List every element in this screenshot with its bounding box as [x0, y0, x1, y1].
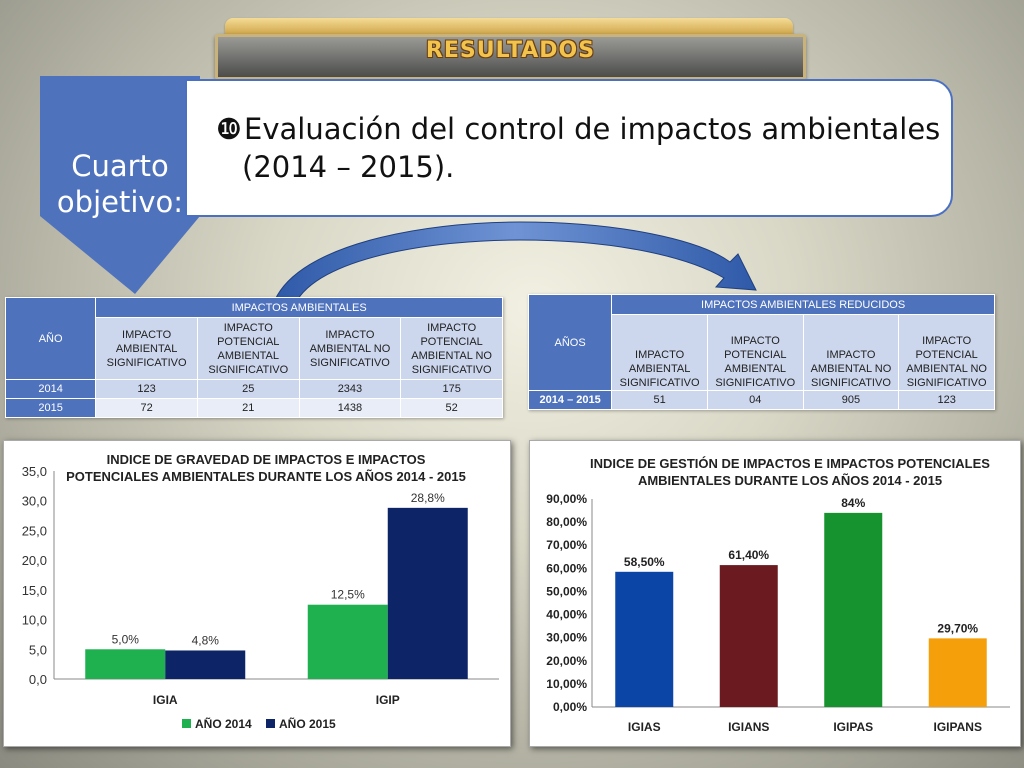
y-tick-label: 60,00%	[546, 561, 587, 575]
chart-title-line1: INDICE DE GESTIÓN DE IMPACTOS E IMPACTOS…	[590, 456, 990, 471]
category-label: IGIANS	[728, 720, 769, 734]
category-label: IGIPAS	[833, 720, 873, 734]
chart-title: INDICE DE GRAVEDAD DE IMPACTOS E IMPACTO…	[56, 451, 476, 485]
table-cell: 04	[706, 390, 804, 410]
table-cell: 52	[400, 398, 503, 418]
y-tick-label: 10,0	[22, 613, 47, 628]
bar	[719, 565, 778, 707]
y-tick-label: 5,0	[29, 642, 47, 657]
table-row: 2014 123 25 2343 175	[4, 379, 503, 399]
management-index-chart: 0,00% 10,00% 20,00% 30,00% 40,00% 50,00% 60,00…	[546, 492, 1010, 734]
y-tick-label: 20,0	[22, 553, 47, 568]
table-cell: 72	[95, 398, 198, 418]
table-group-header: IMPACTOS AMBIENTALES	[95, 297, 503, 318]
data-label: 4,8%	[192, 633, 220, 647]
table-cell: 21	[196, 398, 300, 418]
y-tick-label: 0,0	[29, 672, 47, 687]
table-header-year: AÑO	[4, 297, 97, 380]
y-tick-label: 80,00%	[546, 515, 587, 529]
objective-label: Cuarto objetivo:	[40, 148, 200, 220]
table-cell: 123	[898, 390, 995, 410]
bar	[615, 571, 674, 707]
y-tick-label: 0,00%	[553, 700, 587, 714]
category-label: IGIAS	[628, 720, 661, 734]
y-tick-label: 15,0	[22, 583, 47, 598]
y-tick-label: 90,00%	[546, 492, 587, 506]
bar	[387, 507, 468, 679]
bar	[824, 512, 883, 707]
gravity-index-chart: 0,0 5,0 10,0 15,0 20,0 25,0 30,0 35,0 5,0% 4,8% IG…	[22, 464, 499, 731]
objective-label-line1: Cuarto	[71, 149, 169, 183]
legend-swatch	[182, 719, 191, 728]
chart-title-line2: AMBIENTALES DURANTE LOS AÑOS 2014 - 2015	[637, 473, 943, 488]
table-cell: 123	[95, 379, 198, 399]
data-label: 12,5%	[331, 588, 365, 602]
y-tick-label: 10,00%	[546, 677, 587, 691]
table-cell-year: 2015	[4, 398, 97, 418]
category-label: IGIPANS	[934, 720, 982, 734]
table-col-header: IMPACTO AMBIENTAL SIGNIFICATIVO	[95, 317, 198, 380]
table-cell: 25	[196, 379, 300, 399]
legend-swatch	[266, 719, 275, 728]
y-tick-label: 70,00%	[546, 538, 587, 552]
table-col-header: IMPACTO POTENCIAL AMBIENTAL NO SIGNIFICA…	[898, 314, 995, 391]
y-tick-label: 40,00%	[546, 608, 587, 622]
y-tick-label: 30,00%	[546, 631, 587, 645]
table-row: 2014 – 2015 51 04 905 123	[527, 390, 995, 410]
y-tick-label: 20,00%	[546, 654, 587, 668]
bar	[928, 638, 987, 707]
category-label: IGIP	[376, 693, 400, 707]
category-label: IGIA	[153, 693, 178, 707]
table-col-header: IMPACTO POTENCIAL AMBIENTAL SIGNIFICATIV…	[196, 317, 300, 380]
objective-chevron	[40, 76, 200, 294]
table-row: 2015 72 21 1438 52	[4, 398, 503, 418]
legend-label: AÑO 2014	[195, 716, 252, 731]
bar	[165, 650, 246, 679]
table-cell-year: 2014	[4, 379, 97, 399]
bar	[307, 604, 388, 679]
data-label: 28,8%	[411, 491, 445, 505]
table-group-header: IMPACTOS AMBIENTALES REDUCIDOS	[611, 294, 995, 315]
legend-label: AÑO 2015	[279, 716, 336, 731]
objective-text: ❿Evaluación del control de impactos ambi…	[216, 110, 946, 186]
impacts-table: AÑO IMPACTOS AMBIENTALES IMPACTO AMBIENT…	[4, 297, 503, 418]
objective-text-line1: Evaluación del control de impactos ambie…	[244, 112, 941, 146]
data-label: 29,70%	[937, 621, 978, 635]
table-cell: 175	[400, 379, 503, 399]
table-cell-year: 2014 – 2015	[527, 390, 613, 410]
management-index-chart-panel: INDICE DE GESTIÓN DE IMPACTOS E IMPACTOS…	[529, 440, 1021, 747]
banner-scroll	[225, 18, 793, 38]
y-tick-label: 25,0	[22, 523, 47, 538]
table-header-year: AÑOS	[527, 294, 613, 391]
table-cell: 1438	[298, 398, 402, 418]
y-tick-label: 30,0	[22, 494, 47, 509]
table-col-header: IMPACTO POTENCIAL AMBIENTAL NO SIGNIFICA…	[400, 317, 503, 380]
data-label: 5,0%	[112, 632, 140, 646]
reduced-impacts-table: AÑOS IMPACTOS AMBIENTALES REDUCIDOS IMPA…	[527, 294, 995, 410]
objective-text-line2: (2014 – 2015).	[242, 150, 455, 184]
bar	[85, 649, 166, 679]
banner-bar	[215, 34, 806, 80]
number-ten-icon: ❿	[216, 112, 242, 146]
data-label: 61,40%	[728, 548, 769, 562]
table-cell: 2343	[298, 379, 402, 399]
table-col-header: IMPACTO AMBIENTAL SIGNIFICATIVO	[611, 314, 708, 391]
y-tick-label: 50,00%	[546, 584, 587, 598]
banner-title: RESULTADOS	[425, 38, 596, 63]
table-col-header: IMPACTO POTENCIAL AMBIENTAL SIGNIFICATIV…	[706, 314, 804, 391]
objective-label-line2: objetivo:	[56, 185, 184, 219]
objective-box	[185, 79, 953, 217]
table-col-header: IMPACTO AMBIENTAL NO SIGNIFICATIVO	[298, 317, 402, 380]
gravity-index-chart-panel: INDICE DE GRAVEDAD DE IMPACTOS E IMPACTO…	[3, 440, 511, 747]
chart-title-line1: INDICE DE GRAVEDAD DE IMPACTOS E IMPACTO…	[106, 452, 426, 467]
table-col-header: IMPACTO AMBIENTAL NO SIGNIFICATIVO	[802, 314, 900, 391]
table-cell: 905	[802, 390, 900, 410]
data-label: 58,50%	[624, 555, 665, 569]
y-tick-label: 35,0	[22, 464, 47, 479]
chart-title-line2: POTENCIALES AMBIENTALES DURANTE LOS AÑOS…	[66, 469, 466, 484]
table-cell: 51	[611, 390, 708, 410]
chart-title: INDICE DE GESTIÓN DE IMPACTOS E IMPACTOS…	[585, 455, 995, 489]
data-label: 84%	[841, 496, 865, 510]
